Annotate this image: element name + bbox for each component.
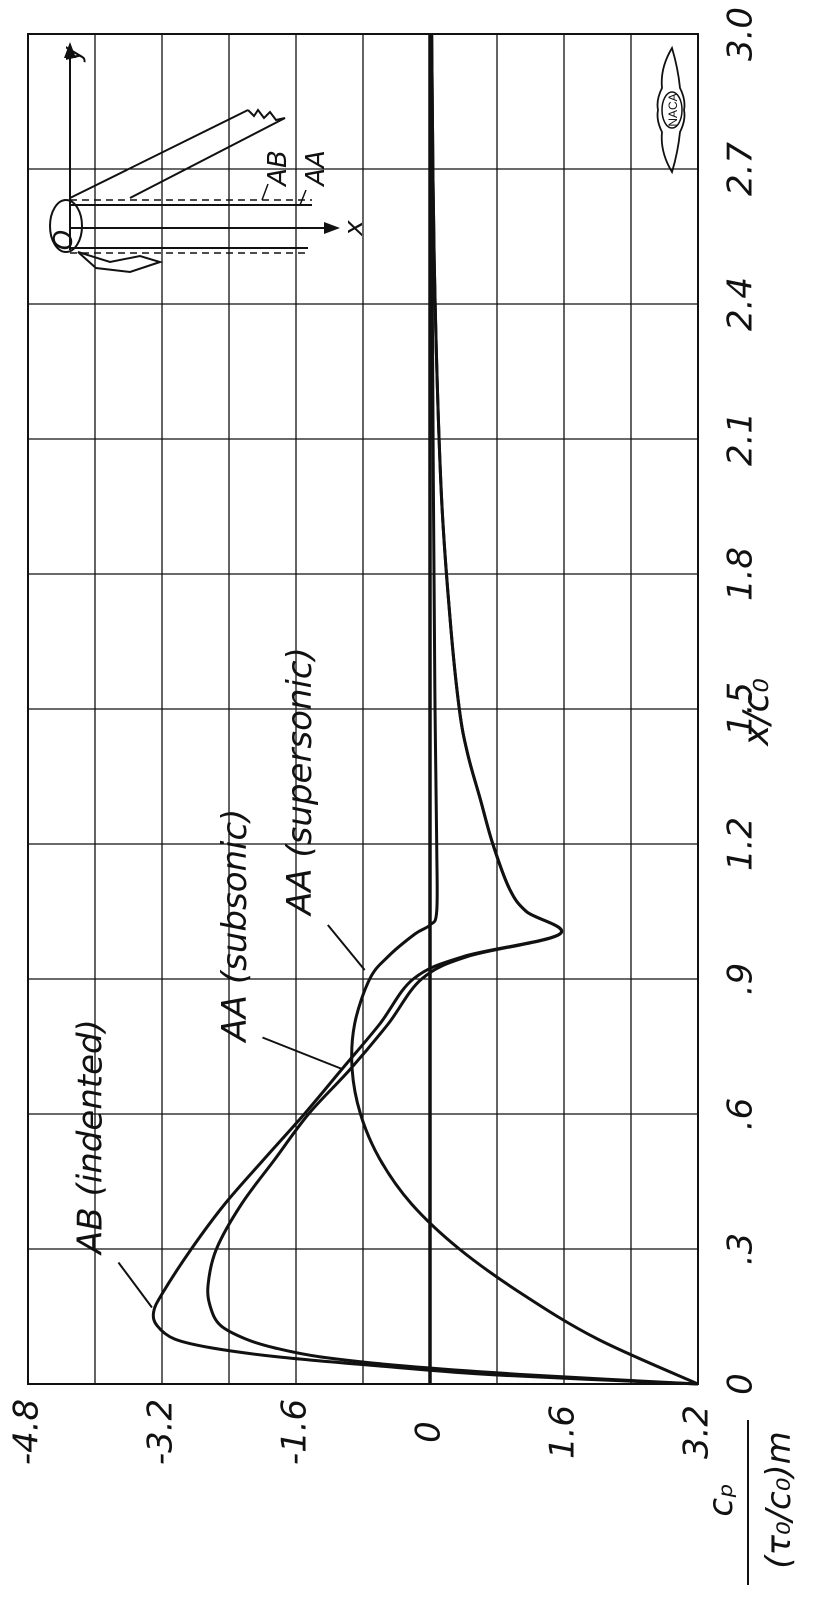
tick-labels: 0 .3 .6 .9 1.2 1.5 1.8 2.1 2.4 2.7 3.0 -4.8 -3.2 -1.6… bbox=[7, 7, 761, 1465]
x-tick-label: 2.1 bbox=[721, 412, 761, 466]
x-tick-label: 2.4 bbox=[721, 277, 761, 331]
x-tick-label: 3.0 bbox=[721, 7, 761, 61]
x-tick-label: 1.5 bbox=[721, 682, 761, 736]
aa-leader bbox=[299, 189, 307, 206]
x-tick-label: .9 bbox=[721, 963, 761, 995]
x-axis-label: x/c₀ bbox=[736, 678, 777, 747]
y-tick-label: 1.6 bbox=[543, 1405, 583, 1459]
y-tick-label: -3.2 bbox=[141, 1399, 181, 1465]
plot-frame bbox=[27, 33, 699, 1385]
inset-label-y: y bbox=[57, 46, 87, 63]
wing-leading-edge bbox=[69, 109, 249, 199]
y-tick-label: 3.2 bbox=[677, 1405, 717, 1459]
x-arrow-icon bbox=[324, 222, 340, 234]
naca-wings-icon bbox=[656, 45, 686, 175]
curve-annotation: AB (indented) bbox=[71, 1019, 111, 1256]
inset-label-origin: O bbox=[49, 230, 79, 250]
annotation-leader bbox=[327, 924, 366, 971]
y-tick-label: 0 bbox=[409, 1421, 449, 1443]
y-tick-label: -1.6 bbox=[275, 1399, 315, 1465]
x-tick-label: .3 bbox=[721, 1233, 761, 1265]
wing-lower-break bbox=[77, 251, 164, 274]
x-tick-label: 2.7 bbox=[721, 142, 761, 196]
data-series bbox=[151, 33, 699, 1386]
naca-seal-oval bbox=[661, 91, 683, 129]
inset-label-ab: AB bbox=[263, 150, 293, 188]
x-tick-label: 1.8 bbox=[721, 547, 761, 601]
x-tick-label: 0 bbox=[721, 1373, 761, 1395]
annotation-leader bbox=[117, 1261, 153, 1309]
y-arrow-icon bbox=[64, 42, 76, 58]
x-tick-label: 1.2 bbox=[721, 817, 761, 871]
series-line-1 bbox=[206, 33, 699, 1386]
ab-leader bbox=[261, 183, 269, 201]
fuselage-nose bbox=[49, 199, 83, 253]
naca-seal-text: NACA bbox=[666, 93, 680, 126]
wing-break-line bbox=[247, 108, 286, 122]
inset-label-x: x bbox=[339, 220, 369, 237]
series-line-2 bbox=[350, 33, 699, 1386]
inset-label-aa: AA bbox=[301, 150, 331, 188]
annotation-leader bbox=[262, 1036, 343, 1070]
curve-annotation: AA (subsonic) bbox=[215, 809, 255, 1044]
y-axis-label-numerator: cₚ bbox=[701, 1483, 741, 1516]
y-axis-label-denominator: (τ₀/c₀)m bbox=[759, 1431, 799, 1569]
y-tick-label: -4.8 bbox=[7, 1399, 47, 1465]
naca-logo: NACA bbox=[656, 45, 686, 175]
curve-annotation: AA (supersonic) bbox=[280, 647, 320, 917]
inset-diagram: AB AA O x y bbox=[49, 42, 369, 274]
curve-annotations: AB (indented) AA (subsonic) AA (supersonic… bbox=[71, 647, 366, 1309]
y-axis-label: cₚ (τ₀/c₀)m bbox=[701, 1420, 799, 1585]
x-tick-label: .6 bbox=[721, 1098, 761, 1130]
wing-trailing-edge bbox=[129, 117, 286, 199]
